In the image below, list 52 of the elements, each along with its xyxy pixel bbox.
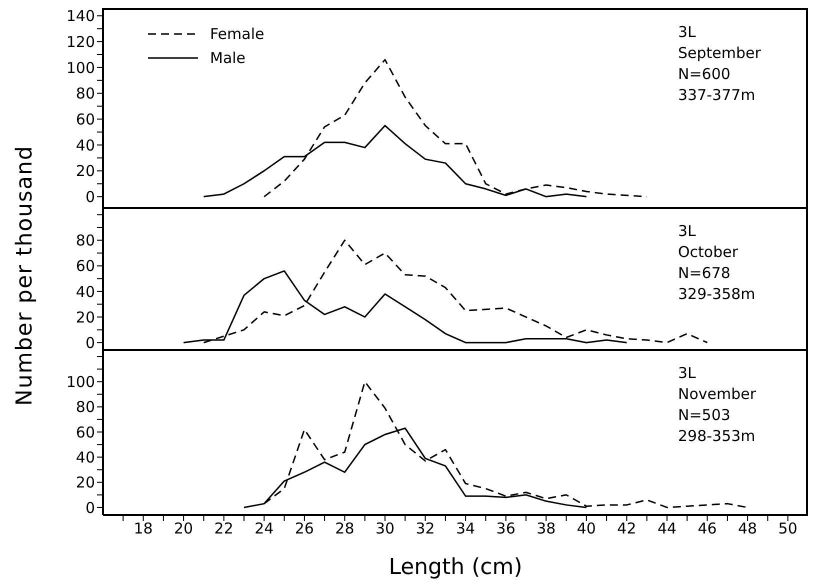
annotation: October (678, 242, 740, 263)
y-tick-label: 0 (85, 498, 95, 517)
y-tick-label: 100 (66, 373, 95, 392)
x-tick-label: 34 (456, 520, 476, 538)
x-tick-label: 28 (335, 520, 354, 538)
annotation: 298-353m (678, 426, 756, 447)
x-tick-label: 20 (174, 520, 194, 538)
y-tick-label: 0 (85, 188, 95, 206)
legend-label: Male (210, 49, 246, 67)
annotation: September (678, 43, 761, 64)
annotation: November (678, 384, 756, 405)
y-tick-label: 80 (76, 398, 95, 416)
x-tick-label: 32 (416, 520, 435, 538)
x-tick-label: 40 (576, 520, 596, 538)
legend-label: Female (210, 25, 264, 43)
y-tick-label: 40 (76, 136, 95, 154)
y-tick-label: 20 (76, 162, 95, 180)
x-tick-label: 44 (657, 520, 677, 538)
x-tick-label: 48 (738, 520, 758, 538)
y-tick-label: 140 (66, 7, 95, 26)
x-tick-label: 18 (134, 520, 153, 538)
y-axis-title: Number per thousand (12, 144, 38, 408)
y-tick-label: 20 (76, 308, 95, 326)
x-tick-label: 50 (778, 520, 798, 538)
x-tick-label: 30 (375, 520, 395, 538)
y-tick-label: 100 (66, 58, 95, 77)
y-tick-label: 40 (76, 448, 95, 466)
y-tick-label: 60 (76, 423, 95, 442)
annotation: 3L (678, 363, 697, 384)
annotation: 3L (678, 221, 697, 242)
annotation: 329-358m (678, 284, 756, 305)
x-tick-label: 22 (214, 520, 234, 538)
x-tick-label: 46 (698, 520, 717, 538)
annotation: N=503 (678, 405, 732, 426)
x-axis-title: Length (cm) (388, 555, 524, 580)
annotation: 3L (678, 22, 697, 43)
x-tick-label: 24 (254, 520, 274, 538)
y-tick-label: 60 (76, 110, 95, 128)
x-tick-label: 42 (617, 520, 636, 538)
annotation: N=600 (678, 64, 732, 85)
y-tick-label: 40 (76, 282, 95, 301)
x-tick-label: 36 (496, 520, 516, 538)
x-tick-label: 26 (294, 520, 314, 538)
y-tick-label: 80 (76, 84, 95, 103)
annotation: N=678 (678, 263, 732, 284)
y-tick-label: 60 (76, 257, 95, 276)
y-tick-label: 120 (66, 32, 95, 51)
x-tick-label: 38 (536, 520, 556, 538)
y-tick-label: 20 (76, 474, 95, 492)
annotation: 337-377m (678, 85, 756, 106)
y-tick-label: 0 (85, 334, 95, 352)
y-tick-label: 80 (76, 232, 95, 250)
